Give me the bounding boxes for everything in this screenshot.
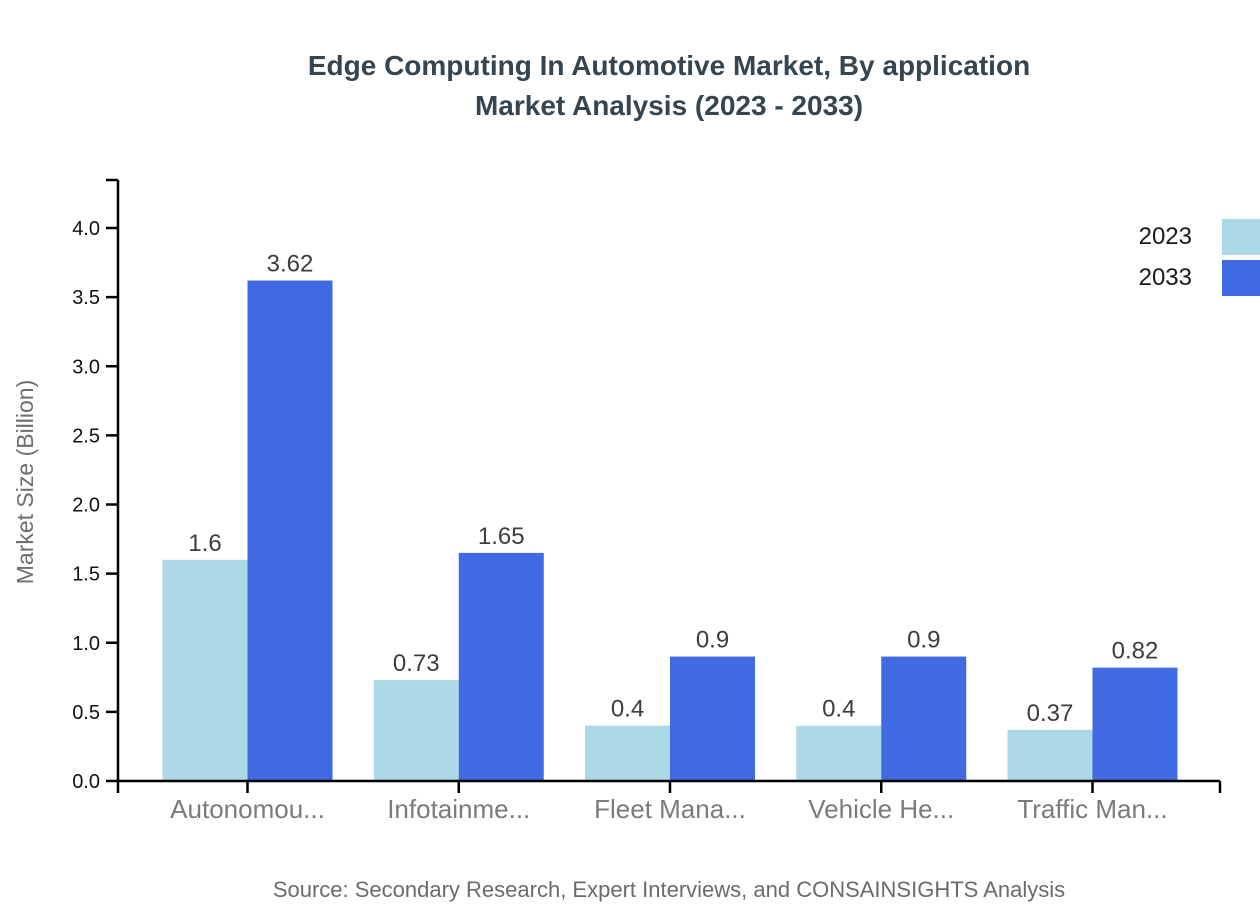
chart-title-line1: Edge Computing In Automotive Market, By … [307, 50, 1031, 81]
category-label: Infotainme... [387, 794, 530, 824]
value-label-2033-4: 0.82 [1112, 638, 1159, 665]
category-labels-group: Autonomou... Infotainme... Fleet Mana... Ve… [170, 794, 1167, 824]
value-label-2023-3: 0.4 [822, 696, 855, 723]
bar-2033-0 [247, 280, 333, 781]
bar-2033-3 [881, 656, 967, 781]
value-label-2023-2: 0.4 [611, 696, 644, 723]
value-label-2023-1: 0.73 [393, 650, 440, 677]
bar-2023-3 [796, 725, 882, 781]
value-label-2033-3: 0.9 [907, 627, 940, 654]
legend-swatch-2023 [1222, 219, 1260, 255]
y-tick-label: 2.5 [72, 425, 100, 447]
chart-title-line2: Market Analysis (2023 - 2033) [474, 90, 864, 121]
category-label: Autonomou... [170, 794, 325, 824]
y-tick-label: 1.5 [72, 564, 100, 586]
source-text: Source: Secondary Research, Expert Inter… [272, 877, 1066, 902]
bar-2033-1 [458, 552, 544, 781]
legend-swatch-2033 [1222, 260, 1260, 296]
y-tick-label: 0.0 [72, 771, 100, 793]
y-tick-label: 0.5 [72, 702, 100, 724]
bar-2023-4 [1007, 729, 1093, 781]
y-tick-label: 3.0 [72, 356, 100, 378]
bar-2033-4 [1092, 667, 1178, 781]
legend: 2023 2033 [1070, 219, 1260, 301]
bar-2023-2 [585, 725, 670, 781]
axes-group: 0.0 0.5 1.0 1.5 2.0 2.5 3.0 3.5 4.0 [72, 178, 1222, 793]
value-label-2033-2: 0.9 [696, 627, 729, 654]
bar-2023-1 [373, 680, 459, 781]
category-label: Vehicle He... [808, 794, 954, 824]
legend-item-2033: 2033 [1070, 260, 1260, 296]
value-labels-group: 1.6 3.62 0.73 1.65 0.4 0.9 0.4 0.9 0.37 0.82 [188, 251, 1158, 727]
legend-item-2023: 2023 [1070, 219, 1260, 255]
y-tick-label: 4.0 [72, 218, 100, 240]
bar-2033-2 [670, 656, 755, 781]
y-axis-title: Market Size (Billion) [12, 380, 38, 585]
category-label: Traffic Man... [1017, 794, 1167, 824]
value-label-2023-0: 1.6 [188, 530, 221, 557]
bars-group [162, 280, 1178, 781]
legend-label-2033: 2033 [1138, 264, 1192, 291]
chart-title: Edge Computing In Automotive Market, By … [78, 46, 1260, 126]
value-label-2023-4: 0.37 [1027, 700, 1074, 727]
y-tick-label: 2.0 [72, 495, 100, 517]
y-tick-label: 1.0 [72, 633, 100, 655]
legend-label-2023: 2023 [1138, 223, 1192, 250]
y-tick-label: 3.5 [72, 287, 100, 309]
category-label: Fleet Mana... [594, 794, 746, 824]
value-label-2033-1: 1.65 [478, 523, 525, 550]
value-label-2033-0: 3.62 [267, 251, 314, 278]
bar-2023-0 [162, 559, 248, 781]
